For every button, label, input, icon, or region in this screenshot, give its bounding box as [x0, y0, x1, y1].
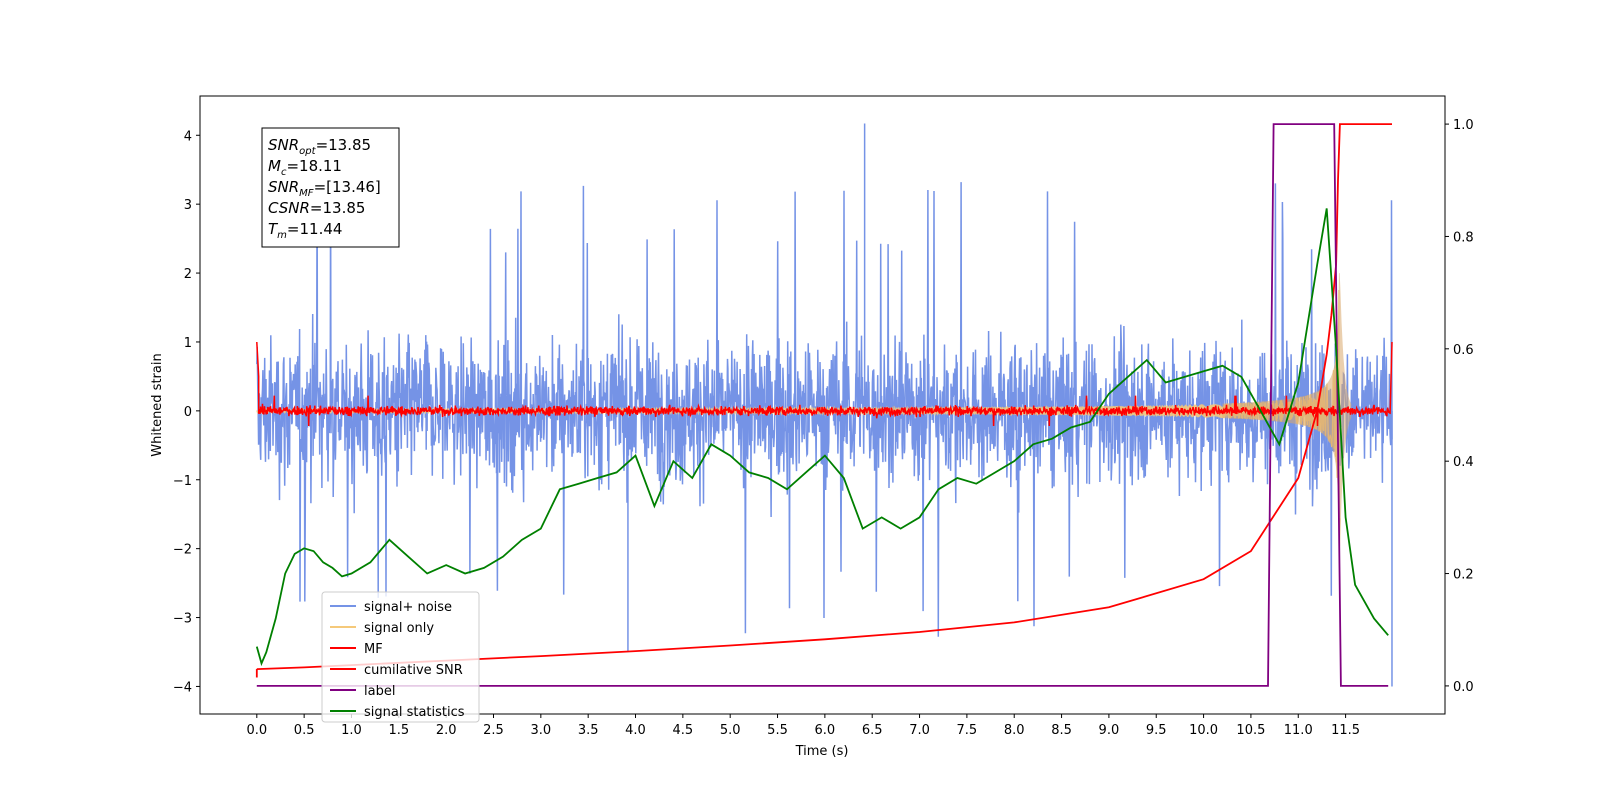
y-tick-label: 2 [184, 267, 192, 282]
x-tick-label: 10.5 [1236, 723, 1265, 738]
series-line-signal-statistics [255, 208, 1389, 667]
annotation-value: =11.44 [287, 220, 343, 238]
x-tick-label: 7.0 [909, 723, 930, 738]
legend-frame [321, 591, 480, 723]
series-line-mf [256, 341, 1393, 427]
x-tick-label: 1.0 [341, 723, 362, 738]
axes-frame [199, 95, 1446, 715]
y-tick-label: 3 [184, 198, 192, 213]
x-tick-label: 6.5 [862, 723, 883, 738]
series-mf [256, 341, 1393, 427]
x-tick-label: 4.0 [625, 723, 646, 738]
y-axis-left: −4 −3 −2 −1 0 1 2 3 4 [173, 129, 200, 695]
legend-label: signal+ noise [364, 600, 452, 615]
legend-label: label [364, 684, 395, 699]
annotation-subscript: m [277, 230, 287, 241]
y-right-tick-label: 1.0 [1453, 118, 1474, 133]
x-tick-label: 8.5 [1051, 723, 1072, 738]
series-line-signal-noise [256, 179, 1393, 637]
x-tick-label: 1.5 [388, 723, 409, 738]
x-tick-label: 9.5 [1146, 723, 1167, 738]
annotation-line: CSNR=13.85 [268, 199, 365, 217]
x-tick-label: 7.5 [957, 723, 978, 738]
annotation-line: Mc=18.11 [268, 157, 342, 178]
x-tick-label: 11.0 [1284, 723, 1313, 738]
annotation-value: =13.85 [310, 199, 366, 217]
y-axis-label: Whitened strain [150, 353, 165, 456]
x-tick-label: 2.0 [436, 723, 457, 738]
series-label [256, 123, 1389, 687]
annotation-frame [261, 127, 400, 248]
annotation-value: =18.11 [286, 157, 342, 175]
x-tick-label: 0.0 [246, 723, 267, 738]
annotation-symbol: CSNR [268, 199, 310, 217]
x-tick-label: 9.0 [1099, 723, 1120, 738]
legend-label: cumilative SNR [364, 663, 463, 678]
y-right-tick-label: 0.4 [1453, 455, 1474, 470]
annotation-value: =[13.46] [314, 178, 381, 196]
annotation-line: SNRMF=[13.46] [268, 178, 381, 199]
x-tick-label: 3.5 [578, 723, 599, 738]
series-signal-statistics [255, 208, 1389, 667]
x-tick-label: 4.5 [673, 723, 694, 738]
annotation-symbol: T [268, 220, 279, 238]
annotation-line: SNRopt=13.85 [268, 136, 371, 157]
y-tick-label: 4 [184, 129, 192, 144]
legend: signal+ noise signal only MF cumilative SNR… [321, 591, 480, 723]
x-axis: 0.0 0.5 1.0 1.5 2.0 2.5 3.0 3.5 4.0 4.5 5.0 5.5 6.0 6… [246, 714, 1360, 738]
annotation-box: SNRopt=13.85Mc=18.11SNRMF=[13.46]CSNR=13… [261, 127, 400, 248]
y-axis-right: 0.0 0.2 0.4 0.6 0.8 1.0 [1445, 118, 1474, 695]
x-axis-label: Time (s) [795, 744, 849, 759]
x-tick-label: 0.5 [294, 723, 315, 738]
series-signal-noise [256, 123, 1393, 687]
y-tick-label: −2 [173, 543, 192, 558]
y-tick-label: 1 [184, 336, 192, 351]
x-tick-label: 3.0 [530, 723, 551, 738]
x-tick-label: 8.0 [1004, 723, 1025, 738]
legend-label: MF [364, 642, 383, 657]
x-tick-label: 6.0 [815, 723, 836, 738]
annotation-value: =13.85 [316, 136, 372, 154]
x-tick-label: 11.5 [1331, 723, 1360, 738]
y-right-tick-label: 0.6 [1453, 343, 1474, 358]
y-tick-label: 0 [184, 405, 192, 420]
y-right-tick-label: 0.2 [1453, 568, 1474, 583]
x-tick-label: 5.5 [767, 723, 788, 738]
series-line-label [256, 123, 1389, 687]
y-right-tick-label: 0.8 [1453, 230, 1474, 245]
x-tick-label: 2.5 [483, 723, 504, 738]
annotation-line: Tm=11.44 [268, 220, 342, 241]
legend-label: signal statistics [364, 705, 465, 720]
x-tick-label: 5.0 [720, 723, 741, 738]
annotation-subscript: opt [299, 146, 316, 157]
y-tick-label: −3 [173, 612, 192, 627]
x-tick-label: 10.0 [1189, 723, 1218, 738]
y-tick-label: −1 [173, 474, 192, 489]
y-right-tick-label: 0.0 [1453, 680, 1474, 695]
annotation-symbol: SNR [268, 136, 299, 154]
annotation-subscript: MF [299, 188, 314, 199]
y-tick-label: −4 [173, 680, 192, 695]
annotation-symbol: M [268, 157, 281, 175]
annotation-symbol: SNR [268, 178, 299, 196]
legend-label: signal only [364, 621, 434, 636]
annotation-subscript: c [281, 167, 287, 178]
